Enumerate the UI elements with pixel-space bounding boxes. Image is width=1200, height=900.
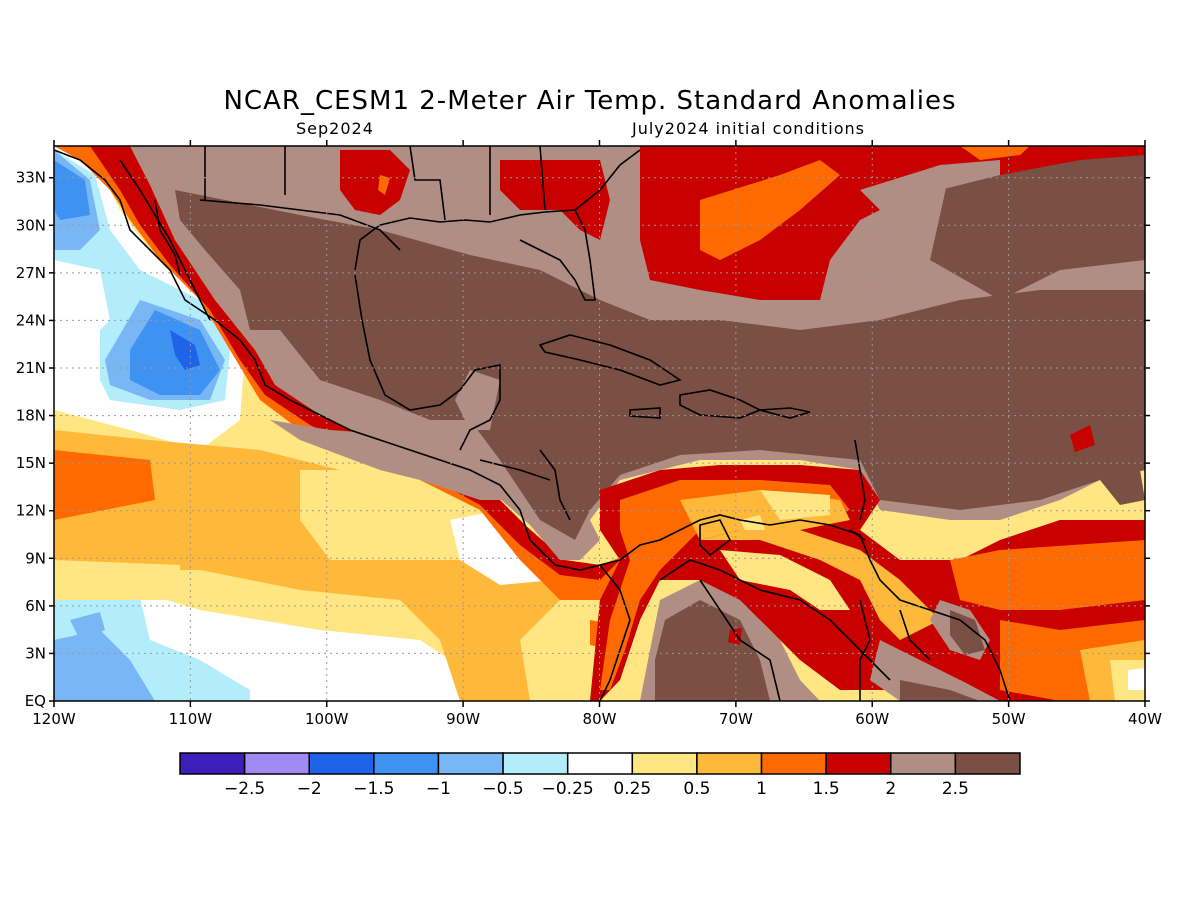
valid-month: Sep2024 <box>296 119 374 138</box>
lat-tick-label: 15N <box>16 454 46 472</box>
lon-tick-label: 40W <box>1128 710 1162 728</box>
grid <box>54 146 1145 701</box>
colorbar-label: 1 <box>756 779 767 799</box>
colorbar-label: 2.5 <box>942 779 969 799</box>
lon-tick-label: 50W <box>992 710 1026 728</box>
colorbar-swatch <box>437 752 504 775</box>
lat-tick-label: 27N <box>16 264 46 282</box>
lat-tick-label: 12N <box>16 502 46 520</box>
colorbar-swatch <box>373 752 440 775</box>
colorbar-label: 0.5 <box>683 779 710 799</box>
lat-tick-label: 18N <box>16 407 46 425</box>
colorbar-swatch <box>890 752 957 775</box>
colorbar-label: −1 <box>426 779 451 799</box>
lon-tick-label: 100W <box>305 710 349 728</box>
lat-tick-label: 9N <box>25 549 46 567</box>
colorbar-label: −0.25 <box>542 779 594 799</box>
colorbar-swatch <box>502 752 569 775</box>
colorbar-swatch <box>566 752 634 775</box>
colorbar-label: 2 <box>885 779 896 799</box>
lon-tick-label: 70W <box>719 710 753 728</box>
colorbar: −2.5 −2 −1.5 −1 −0.5 −0.25 0.25 0.5 1 1.5 2 2.5 <box>179 752 1021 799</box>
init-conditions: July2024 initial conditions <box>632 119 865 138</box>
colorbar-label: −2.5 <box>224 779 265 799</box>
lon-tick-label: 110W <box>169 710 213 728</box>
colorbar-swatch <box>179 752 246 775</box>
colorbar-swatch <box>825 752 892 775</box>
colorbar-swatch <box>760 752 827 775</box>
colorbar-swatch <box>308 752 375 775</box>
anomaly-field <box>54 146 1145 701</box>
lat-tick-label: 21N <box>16 359 46 377</box>
lat-tick-label: 3N <box>25 644 46 662</box>
colorbar-label: −2 <box>297 779 322 799</box>
colorbar-swatch <box>631 752 698 775</box>
colorbar-swatch <box>954 752 1021 775</box>
colorbar-swatch <box>243 752 310 775</box>
lon-tick-label: 60W <box>855 710 889 728</box>
colorbar-swatch <box>696 752 763 775</box>
colorbar-label: 1.5 <box>813 779 840 799</box>
lon-tick-label: 120W <box>32 710 76 728</box>
lat-tick-label: 6N <box>25 597 46 615</box>
lat-tick-label: EQ <box>25 692 46 710</box>
colorbar-label: −0.5 <box>482 779 523 799</box>
lat-tick-label: 33N <box>16 169 46 187</box>
lat-tick-label: 24N <box>16 311 46 329</box>
lon-tick-label: 90W <box>446 710 480 728</box>
colorbar-label: −1.5 <box>353 779 394 799</box>
chart-title: NCAR_CESM1 2-Meter Air Temp. Standard An… <box>223 86 957 116</box>
colorbar-label: 0.25 <box>613 779 651 799</box>
lon-tick-label: 80W <box>583 710 617 728</box>
lat-tick-label: 30N <box>16 216 46 234</box>
